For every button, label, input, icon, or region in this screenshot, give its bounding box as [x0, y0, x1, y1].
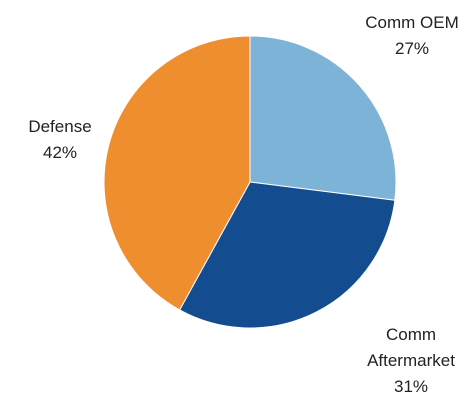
slice-label-comm-aftermarket: Comm Aftermarket 31%	[367, 325, 455, 396]
label-comm-oem-value: 27%	[395, 39, 429, 58]
pie-slice-comm-oem	[249, 35, 397, 201]
pie-slice-comm-aftermarket	[178, 181, 396, 329]
slice-label-defense: Defense 42%	[28, 117, 91, 162]
pie-slice-defense	[103, 35, 251, 311]
slice-label-comm-oem: Comm OEM 27%	[365, 13, 459, 58]
label-comm-aftermarket-line2: Aftermarket	[367, 351, 455, 370]
label-comm-oem-line1: Comm OEM	[365, 13, 459, 32]
label-comm-aftermarket-value: 31%	[394, 377, 428, 396]
label-defense-line1: Defense	[28, 117, 91, 136]
label-defense-value: 42%	[43, 143, 77, 162]
pie-slices	[103, 35, 397, 329]
label-comm-aftermarket-line1: Comm	[386, 325, 436, 344]
